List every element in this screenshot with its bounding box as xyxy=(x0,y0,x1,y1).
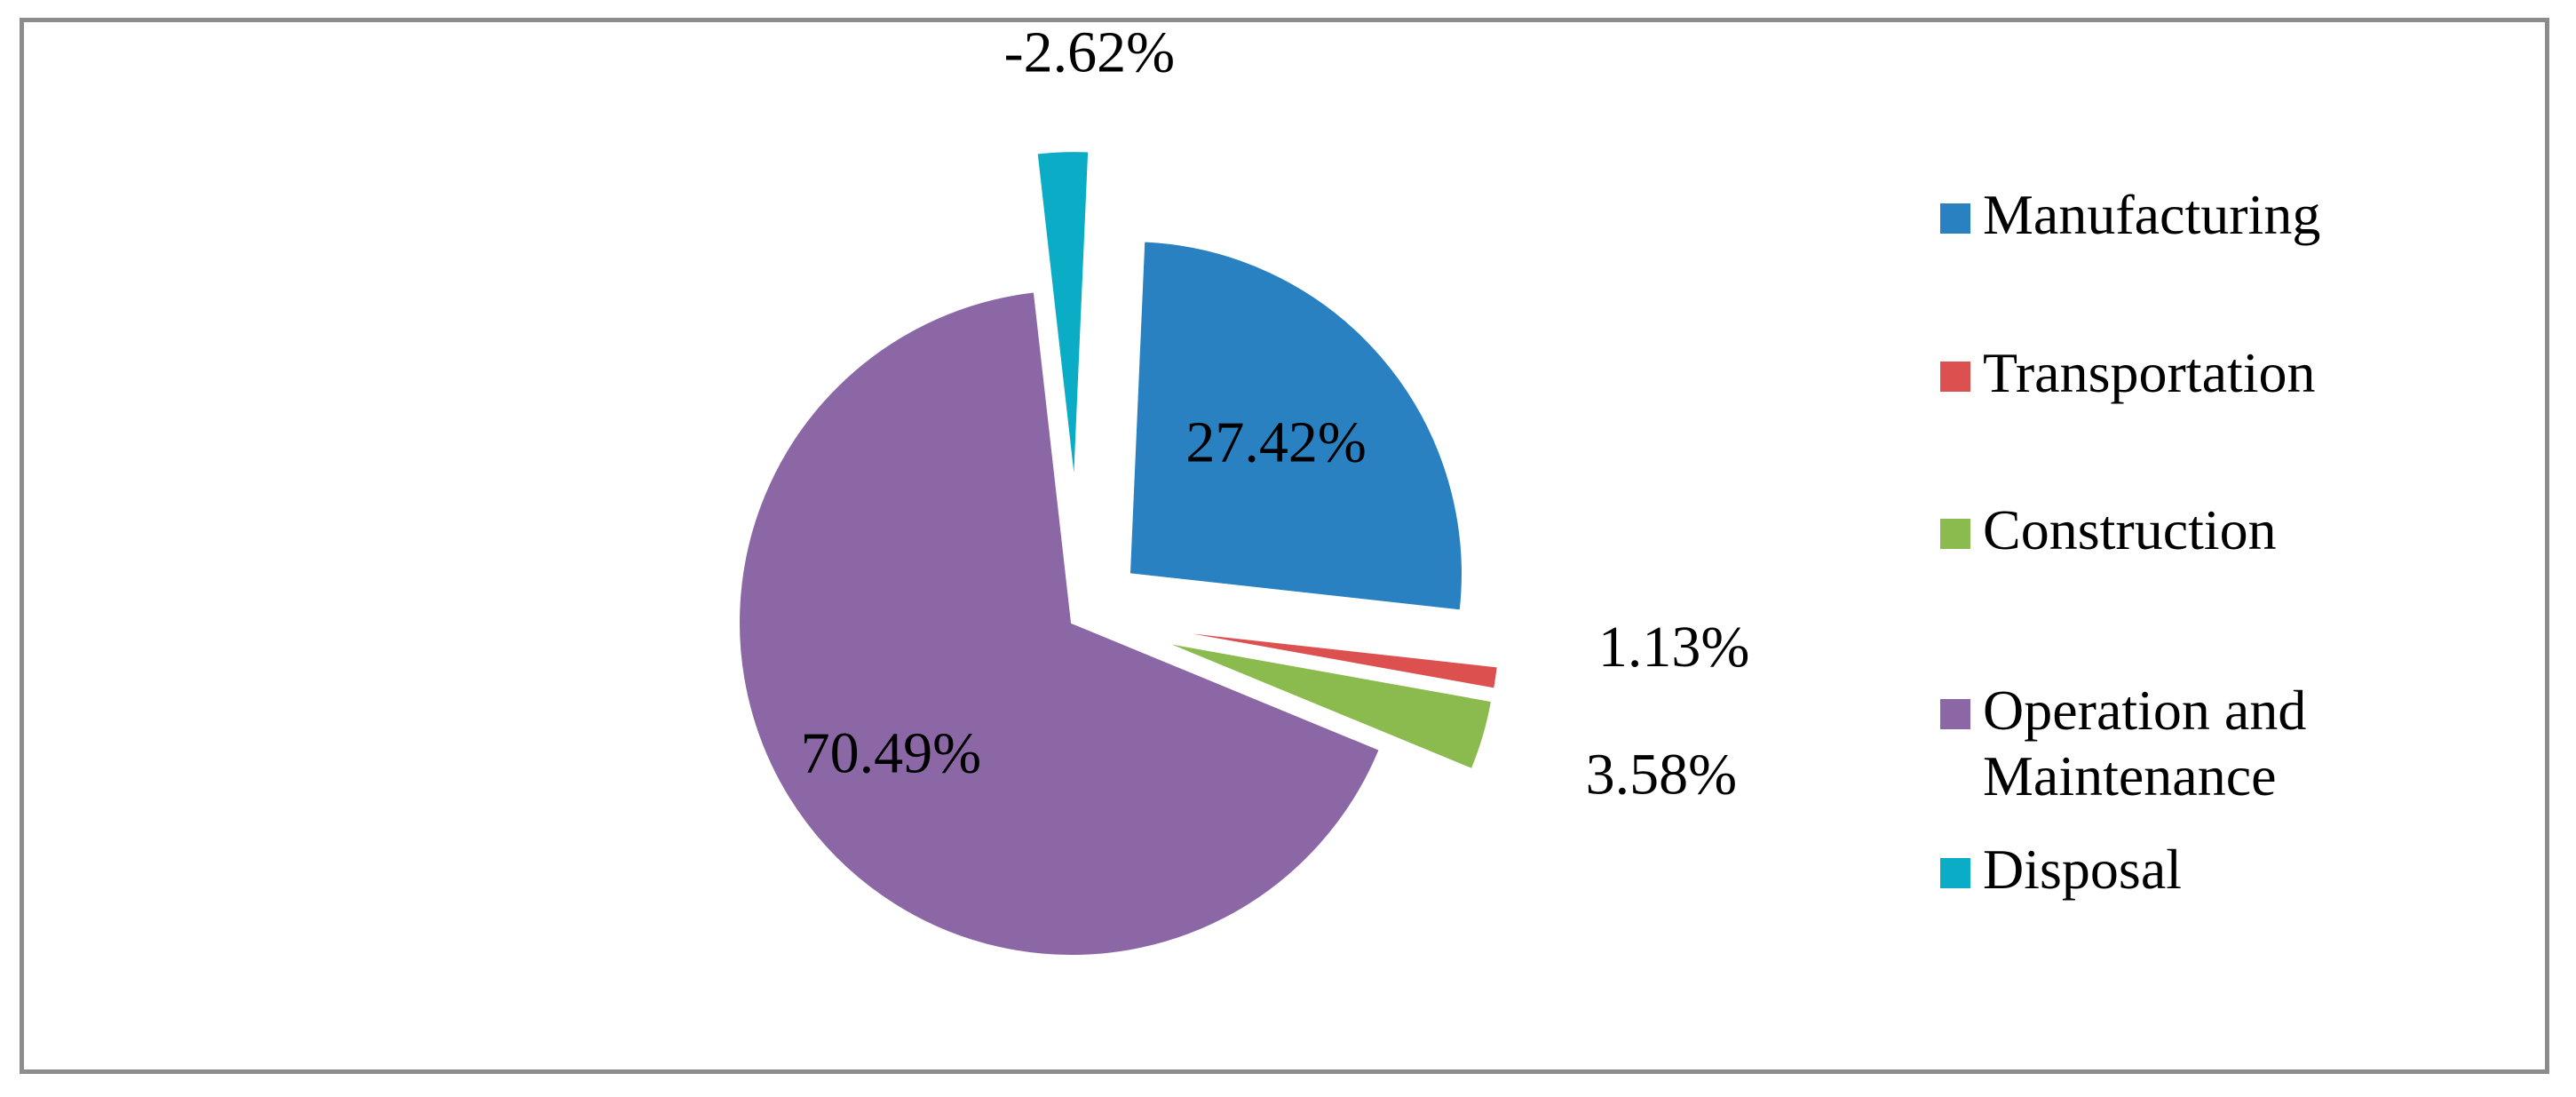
data-label-disposal: -2.62% xyxy=(1004,20,1175,84)
data-label-transportation: 1.13% xyxy=(1598,615,1749,680)
legend-swatch-disposal xyxy=(1940,858,1970,888)
legend-item-disposal: Disposal xyxy=(1940,837,2182,902)
legend-swatch-operation-and-maintenance xyxy=(1940,699,1970,729)
data-label-manufacturing: 27.42% xyxy=(1185,410,1366,475)
legend-swatch-construction xyxy=(1940,519,1970,549)
legend-swatch-transportation xyxy=(1940,362,1970,392)
legend-label: Manufacturing xyxy=(1983,183,2321,246)
data-label-construction: 3.58% xyxy=(1586,742,1737,807)
legend-label: Operation and Maintenance xyxy=(1983,679,2307,807)
pie-slice-manufacturing xyxy=(1128,240,1463,612)
legend-label: Construction xyxy=(1983,498,2277,561)
legend-label: Disposal xyxy=(1983,838,2182,901)
pie-slice-transportation xyxy=(1166,629,1499,690)
pie-slice-operation-and-maintenance xyxy=(738,290,1382,957)
legend-item-transportation: Transportation xyxy=(1940,340,2316,406)
legend-item-operation-and-maintenance: Operation and Maintenance xyxy=(1940,678,2306,809)
legend-item-construction: Construction xyxy=(1940,497,2277,563)
legend-item-manufacturing: Manufacturing xyxy=(1940,182,2320,248)
legend-swatch-manufacturing xyxy=(1940,203,1970,234)
pie-slice-construction xyxy=(1163,641,1494,771)
pie-slice-disposal xyxy=(1035,150,1090,485)
data-label-operation-and-maintenance: 70.49% xyxy=(801,721,981,786)
legend-label: Transportation xyxy=(1983,341,2316,404)
